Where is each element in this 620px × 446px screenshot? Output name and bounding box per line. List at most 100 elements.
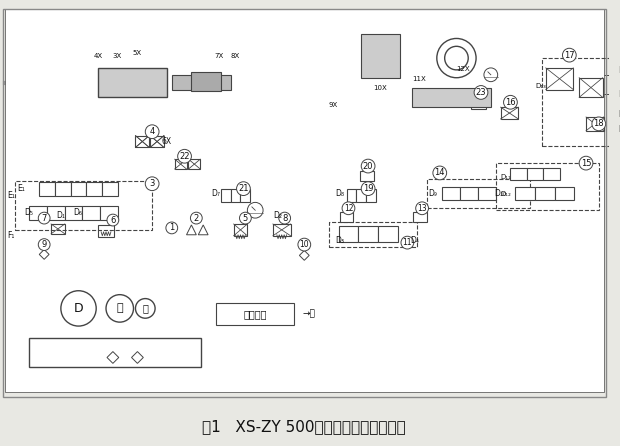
- Text: D₃: D₃: [335, 235, 345, 245]
- Text: D₁₂: D₁₂: [500, 190, 512, 197]
- Text: 4X: 4X: [93, 53, 102, 59]
- Bar: [360, 171, 374, 181]
- Text: 5: 5: [243, 214, 248, 223]
- Circle shape: [484, 68, 498, 82]
- Bar: [135, 136, 149, 148]
- Bar: [102, 182, 118, 195]
- Text: 2: 2: [193, 214, 199, 223]
- Text: 23: 23: [476, 88, 486, 97]
- Text: 4: 4: [149, 127, 155, 136]
- Circle shape: [361, 159, 375, 173]
- Circle shape: [579, 156, 593, 170]
- Bar: [542, 58, 616, 146]
- Text: D₁₁: D₁₁: [500, 174, 512, 180]
- Bar: [358, 226, 378, 242]
- Bar: [15, 181, 152, 230]
- Text: E: E: [618, 66, 620, 75]
- Bar: [241, 189, 250, 202]
- Bar: [442, 187, 460, 200]
- Text: E: E: [618, 125, 620, 134]
- Text: 15: 15: [581, 159, 591, 168]
- Circle shape: [166, 222, 178, 234]
- Bar: [579, 78, 603, 97]
- Text: D: D: [74, 302, 83, 315]
- Circle shape: [237, 182, 250, 195]
- Bar: [515, 187, 535, 200]
- Text: 8: 8: [282, 214, 287, 223]
- Text: 16: 16: [505, 98, 516, 107]
- Bar: [347, 189, 356, 202]
- Text: 3: 3: [149, 179, 155, 188]
- Polygon shape: [198, 225, 208, 235]
- Circle shape: [239, 212, 251, 224]
- Bar: [55, 182, 71, 195]
- Text: 12X: 12X: [456, 66, 470, 72]
- Bar: [5, 9, 604, 392]
- Bar: [82, 206, 100, 220]
- Text: 3X: 3X: [113, 53, 122, 59]
- Polygon shape: [187, 225, 197, 235]
- Bar: [192, 72, 221, 91]
- Bar: [555, 187, 574, 200]
- Bar: [535, 187, 555, 200]
- Text: 1: 1: [169, 223, 174, 232]
- Text: 6X: 6X: [162, 137, 172, 146]
- Bar: [3, 9, 606, 397]
- Text: 12: 12: [343, 204, 353, 213]
- Text: D₄: D₄: [410, 235, 419, 245]
- Text: D₈: D₈: [335, 189, 345, 198]
- Bar: [98, 225, 114, 237]
- Text: D₂: D₂: [273, 211, 282, 220]
- Text: E₁: E₁: [17, 184, 25, 193]
- Text: 9: 9: [42, 240, 46, 249]
- Bar: [546, 68, 574, 90]
- Text: 图1   XS-ZY 500型注塑机液压传动路线: 图1 XS-ZY 500型注塑机液压传动路线: [202, 419, 406, 434]
- Circle shape: [178, 149, 192, 163]
- Circle shape: [247, 202, 263, 218]
- Polygon shape: [39, 249, 49, 259]
- Bar: [51, 224, 64, 234]
- Circle shape: [107, 214, 119, 226]
- Circle shape: [279, 212, 291, 224]
- Circle shape: [145, 125, 159, 139]
- Text: 6: 6: [110, 215, 115, 224]
- Circle shape: [562, 48, 576, 62]
- Bar: [586, 117, 604, 131]
- Bar: [172, 75, 231, 90]
- Bar: [500, 107, 518, 119]
- Bar: [150, 136, 164, 148]
- Circle shape: [38, 212, 50, 224]
- Text: D₁: D₁: [56, 211, 65, 220]
- Bar: [216, 303, 294, 325]
- Text: 油冷却器: 油冷却器: [244, 309, 267, 319]
- Circle shape: [503, 95, 517, 109]
- Bar: [98, 68, 167, 97]
- Bar: [460, 187, 478, 200]
- Bar: [100, 206, 118, 220]
- Bar: [188, 159, 200, 169]
- Bar: [378, 226, 397, 242]
- Text: 10: 10: [299, 240, 309, 249]
- Bar: [47, 206, 64, 220]
- Text: E: E: [618, 91, 620, 99]
- Text: 10X: 10X: [373, 86, 387, 91]
- Text: 11X: 11X: [412, 76, 426, 82]
- Text: E₁: E₁: [7, 191, 15, 200]
- Circle shape: [298, 238, 311, 251]
- Circle shape: [361, 182, 375, 195]
- Bar: [29, 338, 202, 368]
- Polygon shape: [131, 351, 143, 363]
- Bar: [496, 163, 599, 210]
- Bar: [175, 159, 187, 169]
- Text: D₅: D₅: [25, 208, 33, 217]
- Bar: [39, 182, 55, 195]
- Bar: [329, 222, 417, 247]
- Circle shape: [190, 212, 202, 224]
- Circle shape: [474, 86, 488, 99]
- Text: 大: 大: [117, 303, 123, 314]
- Text: 5X: 5X: [133, 50, 141, 56]
- Bar: [543, 168, 559, 180]
- Text: 13: 13: [417, 204, 427, 213]
- Bar: [71, 182, 86, 195]
- Circle shape: [445, 46, 468, 70]
